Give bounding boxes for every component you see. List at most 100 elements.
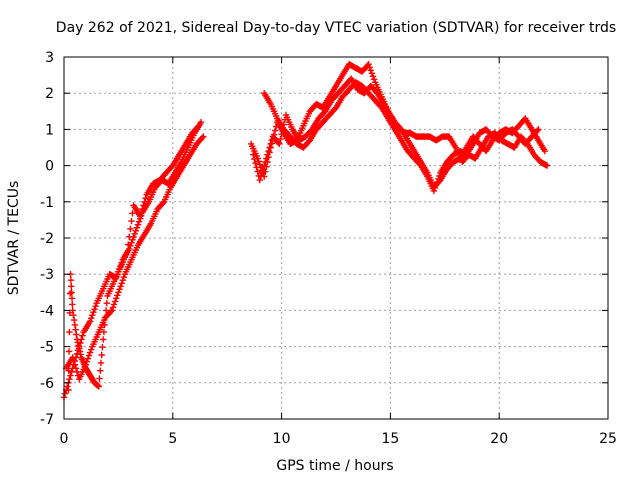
data-point-marker [68,295,76,302]
y-axis-label: SDTVAR / TECUs [6,181,22,296]
x-tick-label: 20 [490,431,508,447]
data-point-marker [435,175,442,183]
data-point-marker [113,295,120,302]
data-point-marker [66,328,73,336]
y-tick-label: -3 [40,267,54,283]
data-point-marker [65,386,72,394]
data-point-marker [126,233,133,240]
data-point-marker [132,227,139,234]
data-point-marker [139,205,146,213]
data-point-marker [127,225,134,233]
y-tick-label: 3 [45,50,54,66]
data-point-marker [140,202,147,209]
data-point-marker [67,277,75,284]
data-point-marker [69,307,76,314]
y-tick-label: 2 [45,86,54,102]
data-point-marker [77,351,84,358]
data-point-marker [256,176,263,184]
data-point-marker [96,375,103,382]
data-point-marker [200,133,207,140]
data-point-marker [263,155,270,162]
x-tick-label: 0 [60,431,69,447]
data-point-marker [92,303,99,310]
data-point-marker [195,122,203,129]
data-point-marker [97,367,104,374]
data-point-marker [72,326,79,333]
data-point-marker [100,336,107,343]
data-point-marker [131,230,138,237]
y-tick-label: 0 [45,159,54,175]
data-point-marker [255,158,262,165]
data-point-marker [68,368,75,376]
data-point-marker [65,348,73,355]
data-point-marker [258,169,266,176]
data-point-marker [71,321,79,329]
data-point-marker [103,300,110,307]
data-point-marker [252,160,259,167]
data-point-marker [117,283,124,290]
data-point-marker [129,210,136,217]
data-point-marker [109,304,117,311]
data-point-marker [431,184,439,192]
data-point-marker [69,301,76,308]
data-point-marker [116,286,123,293]
data-point-marker [66,376,73,383]
data-point-marker [69,354,76,361]
data-point-marker [267,140,274,148]
points-layer [60,61,551,401]
data-point-marker [126,245,133,253]
data-point-marker [369,73,377,80]
data-point-marker [430,187,438,195]
data-point-marker [432,181,440,189]
data-point-marker [254,168,261,175]
data-point-marker [128,239,135,246]
data-point-marker [101,321,108,329]
data-point-marker [71,316,78,324]
data-point-marker [73,368,81,376]
data-point-marker [79,332,86,339]
data-point-marker [256,161,263,168]
data-point-marker [543,162,551,169]
data-point-marker [118,280,125,287]
data-point-marker [141,198,148,205]
data-point-marker [120,274,127,281]
data-point-marker [271,127,279,134]
data-point-marker [107,308,114,315]
data-point-marker [367,67,374,74]
data-point-marker [99,344,106,351]
data-point-marker [138,209,145,216]
data-point-marker [71,361,79,368]
y-tick-label: -4 [40,303,54,319]
y-tick-label: 1 [45,122,54,138]
data-point-marker [76,345,83,352]
data-point-marker [133,224,141,231]
data-point-marker [194,123,201,131]
data-point-marker [90,309,97,316]
data-point-marker [366,64,373,71]
data-point-marker [84,355,92,362]
data-point-marker [276,140,283,148]
data-point-marker [89,312,96,319]
data-point-marker [277,135,284,143]
data-point-marker [261,162,268,169]
data-point-marker [61,390,69,397]
x-axis-label: GPS time / hours [276,458,393,474]
data-point-marker [88,315,95,322]
data-point-marker [110,301,118,308]
data-point-marker [97,359,105,367]
x-tick-label: 15 [381,431,399,447]
data-point-marker [534,127,541,134]
data-point-marker [197,119,205,126]
data-point-marker [102,307,110,314]
data-point-marker [142,195,149,202]
data-point-marker [250,151,257,158]
data-point-marker [541,147,549,155]
data-point-marker [70,312,77,319]
data-point-marker [434,178,441,186]
data-point-marker [535,126,542,133]
data-point-marker [68,289,75,296]
data-point-marker [108,307,116,314]
data-point-marker [64,383,71,390]
data-point-marker [262,158,269,166]
data-point-marker [436,172,443,180]
